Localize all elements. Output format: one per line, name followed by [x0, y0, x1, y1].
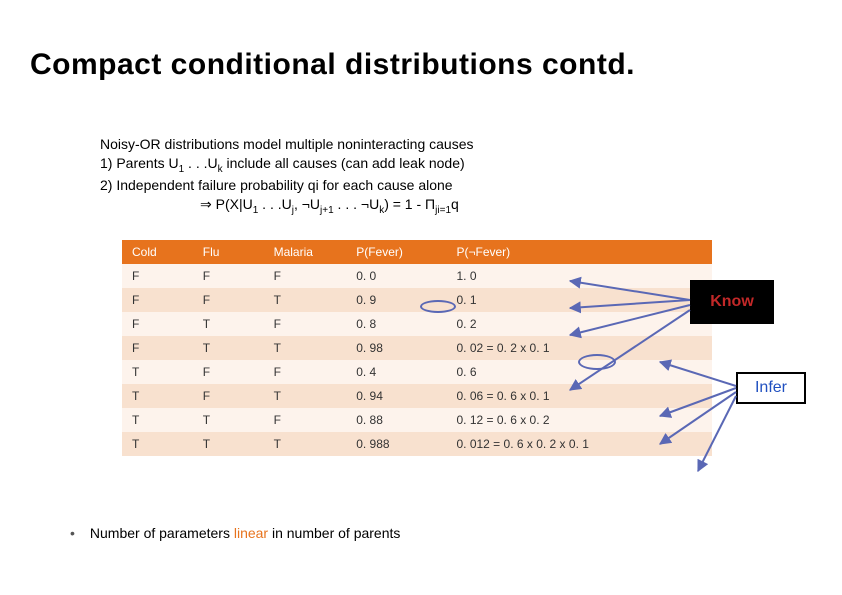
table-row: F T T 0. 98 0. 02 = 0. 2 x 0. 1 [122, 336, 712, 360]
table-row: T F T 0. 94 0. 06 = 0. 6 x 0. 1 [122, 384, 712, 408]
th-malaria: Malaria [264, 240, 347, 264]
formula-c: , ¬U [294, 196, 320, 212]
cell: F [193, 288, 264, 312]
cell: T [122, 408, 193, 432]
cell: 0. 012 = 0. 6 x 0. 2 x 0. 1 [446, 432, 712, 456]
page-title: Compact conditional distributions contd. [30, 48, 812, 82]
th-pfever: P(Fever) [346, 240, 446, 264]
formula-f: q [451, 196, 459, 212]
cell: 0. 8 [346, 312, 446, 336]
cell: T [193, 312, 264, 336]
desc-line2a: 1) Parents U [100, 155, 179, 171]
cell: 0. 988 [346, 432, 446, 456]
cell: 0. 1 [446, 288, 712, 312]
formula-a: ⇒ P(X|U [200, 196, 253, 212]
formula-e: ) = 1 - Π [384, 196, 435, 212]
know-box: Know [690, 280, 774, 324]
cell: 0. 88 [346, 408, 446, 432]
cell: T [193, 432, 264, 456]
cell: T [264, 432, 347, 456]
footnote: • Number of parameters linear in number … [70, 525, 400, 541]
noisy-or-table: Cold Flu Malaria P(Fever) P(¬Fever) F F … [122, 240, 712, 456]
cell: F [193, 264, 264, 288]
cell: T [122, 384, 193, 408]
desc-formula: ⇒ P(X|U1 . . .Uj, ¬Uj+1 . . . ¬Uk) = 1 -… [100, 195, 474, 217]
desc-line1: Noisy-OR distributions model multiple no… [100, 135, 474, 154]
table-row: F T F 0. 8 0. 2 [122, 312, 712, 336]
th-pnotfever: P(¬Fever) [446, 240, 712, 264]
table-row: F F F 0. 0 1. 0 [122, 264, 712, 288]
cell: 0. 4 [346, 360, 446, 384]
cell: F [122, 336, 193, 360]
cell: F [264, 408, 347, 432]
table-header-row: Cold Flu Malaria P(Fever) P(¬Fever) [122, 240, 712, 264]
cell: F [264, 264, 347, 288]
th-cold: Cold [122, 240, 193, 264]
cell: 0. 2 [446, 312, 712, 336]
infer-label: Infer [755, 379, 787, 397]
cell: T [193, 336, 264, 360]
formula-b: . . .U [258, 196, 291, 212]
table-row: F F T 0. 9 0. 1 [122, 288, 712, 312]
cell: T [264, 336, 347, 360]
cell: T [122, 360, 193, 384]
desc-line3: 2) Independent failure probability qi fo… [100, 176, 474, 195]
formula-d: . . . ¬U [334, 196, 380, 212]
cell: F [122, 264, 193, 288]
cell: F [264, 312, 347, 336]
table-row: T T T 0. 988 0. 012 = 0. 6 x 0. 2 x 0. 1 [122, 432, 712, 456]
cell: F [193, 360, 264, 384]
footnote-a: Number of parameters [90, 525, 234, 541]
cell: T [122, 432, 193, 456]
infer-box: Infer [736, 372, 806, 404]
desc-line2c: include all causes (can add leak node) [223, 155, 465, 171]
cell: T [193, 408, 264, 432]
desc-line2: 1) Parents U1 . . .Uk include all causes… [100, 154, 474, 176]
formula-subj1: j+1 [320, 205, 334, 216]
bullet-icon: • [70, 525, 86, 541]
table-row: T F F 0. 4 0. 6 [122, 360, 712, 384]
cell: F [122, 288, 193, 312]
cell: F [193, 384, 264, 408]
table-row: T T F 0. 88 0. 12 = 0. 6 x 0. 2 [122, 408, 712, 432]
cell: 0. 02 = 0. 2 x 0. 1 [446, 336, 712, 360]
annot-circle [578, 354, 616, 370]
cell: 0. 98 [346, 336, 446, 360]
cell: 0. 94 [346, 384, 446, 408]
cell: 0. 06 = 0. 6 x 0. 1 [446, 384, 712, 408]
cell: F [122, 312, 193, 336]
footnote-b: linear [234, 525, 268, 541]
cell: T [264, 384, 347, 408]
know-label: Know [710, 293, 754, 311]
cell: 0. 12 = 0. 6 x 0. 2 [446, 408, 712, 432]
th-flu: Flu [193, 240, 264, 264]
desc-line2b: . . .U [184, 155, 217, 171]
cell: F [264, 360, 347, 384]
formula-subprod: ji=1 [435, 205, 451, 216]
description-block: Noisy-OR distributions model multiple no… [100, 135, 474, 217]
cell: 1. 0 [446, 264, 712, 288]
annot-circle [420, 300, 456, 313]
footnote-c: in number of parents [268, 525, 400, 541]
cell: T [264, 288, 347, 312]
cell: 0. 0 [346, 264, 446, 288]
